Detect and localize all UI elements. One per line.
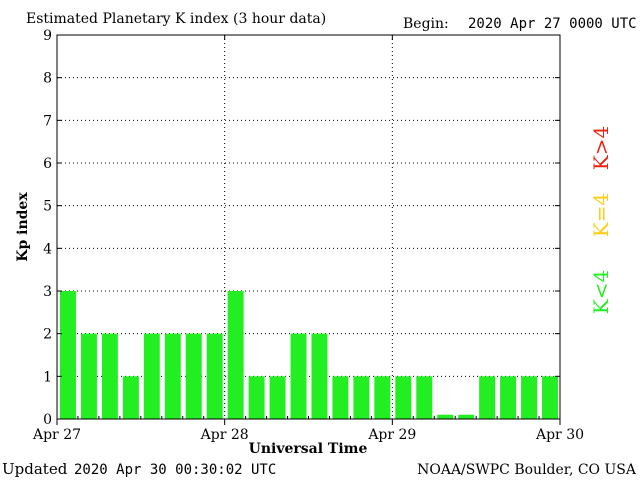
kp-bar	[122, 376, 139, 419]
begin-value: 2020 Apr 27 0000 UTC	[468, 16, 637, 32]
legend-k-less-4: K<4	[589, 270, 613, 314]
kp-bar	[458, 414, 475, 419]
y-tick-label: 4	[43, 241, 52, 257]
bars	[60, 291, 558, 419]
kp-bar	[500, 376, 517, 419]
kp-bar	[227, 291, 244, 419]
kp-bar	[332, 376, 349, 419]
x-tick-label: Apr 29	[367, 427, 416, 443]
kp-bar	[479, 376, 496, 419]
kp-bar	[290, 333, 307, 419]
y-tick-label: 7	[43, 113, 52, 129]
kp-bar	[374, 376, 391, 419]
kp-bar	[395, 376, 412, 419]
kp-bar	[80, 333, 97, 419]
kp-bar	[60, 291, 76, 419]
y-tick-label: 1	[43, 369, 52, 385]
kp-bar	[416, 376, 433, 419]
kp-bar	[269, 376, 286, 419]
kp-bar	[437, 414, 454, 419]
chart-title: Estimated Planetary K index (3 hour data…	[26, 11, 326, 27]
kp-bar	[542, 376, 558, 419]
kp-bar	[143, 333, 160, 419]
y-tick-label: 6	[43, 156, 52, 172]
kp-bar	[353, 376, 370, 419]
legend-k-greater-4: K>4	[589, 126, 613, 170]
plot-frame	[56, 34, 561, 420]
kp-bar	[311, 333, 328, 419]
kp-bar	[164, 333, 181, 419]
x-axis-label: Universal Time	[249, 441, 368, 457]
begin-label: Begin:	[403, 16, 449, 32]
x-tick-label: Apr 27	[32, 427, 81, 443]
kp-bar	[185, 333, 202, 419]
legend-k-equal-4: K=4	[589, 193, 613, 237]
updated-value: 2020 Apr 30 00:30:02 UTC	[74, 462, 276, 478]
x-tick-label: Apr 28	[200, 427, 249, 443]
kp-bar	[521, 376, 538, 419]
y-tick-label: 2	[43, 327, 52, 343]
source-credit: NOAA/SWPC Boulder, CO USA	[417, 462, 637, 478]
axis-ticks: 0 1 2 3 4 5 6 7 8 9 Apr 27 Apr 28 Apr 29 Apr 30	[32, 28, 584, 443]
y-tick-label: 9	[43, 28, 52, 44]
y-tick-label: 5	[43, 199, 52, 215]
x-tick-label: Apr 30	[535, 427, 584, 443]
y-tick-label: 0	[43, 412, 52, 428]
updated-label: Updated	[2, 460, 68, 478]
kp-bar	[101, 333, 118, 419]
y-tick-label: 3	[43, 284, 52, 300]
y-tick-label: 8	[43, 71, 52, 87]
kp-bar	[206, 333, 223, 419]
grid-lines	[57, 35, 560, 419]
kp-bar	[248, 376, 265, 419]
y-axis-label: Kp index	[15, 192, 31, 262]
